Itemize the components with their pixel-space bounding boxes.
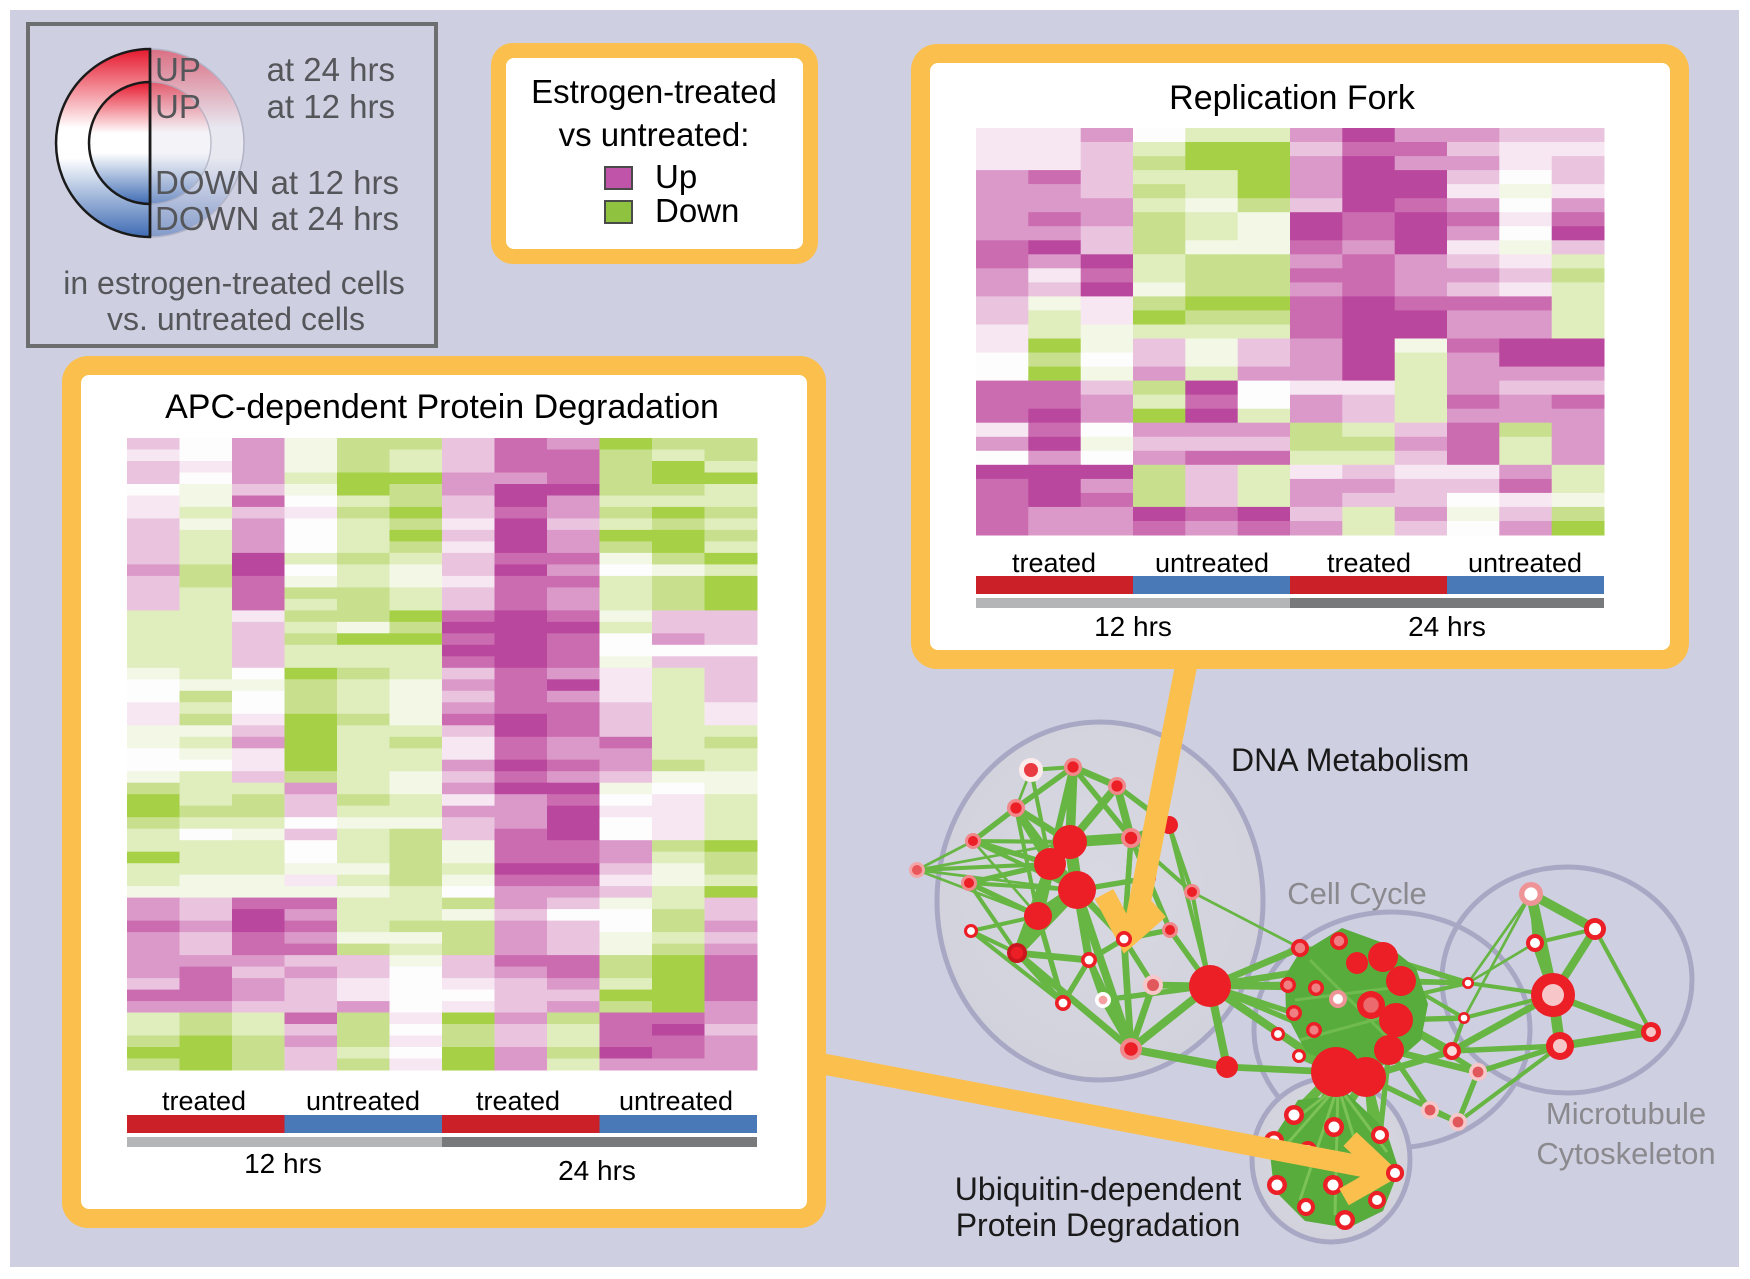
svg-text:Microtubule: Microtubule xyxy=(1546,1096,1706,1131)
svg-text:in estrogen-treated cells: in estrogen-treated cells xyxy=(63,265,405,301)
svg-text:Cell Cycle: Cell Cycle xyxy=(1287,876,1427,911)
svg-text:Protein Degradation: Protein Degradation xyxy=(956,1207,1241,1243)
svg-text:Ubiquitin-dependent: Ubiquitin-dependent xyxy=(955,1171,1242,1207)
svg-text:Replication Fork: Replication Fork xyxy=(1169,79,1416,117)
svg-text:at 24 hrs: at 24 hrs xyxy=(271,200,399,237)
svg-text:untreated: untreated xyxy=(1468,548,1582,578)
svg-text:24 hrs: 24 hrs xyxy=(1408,611,1486,642)
svg-text:Cytoskeleton: Cytoskeleton xyxy=(1536,1136,1715,1171)
svg-text:UP: UP xyxy=(155,88,201,125)
svg-text:24 hrs: 24 hrs xyxy=(558,1155,636,1186)
svg-text:untreated: untreated xyxy=(306,1086,420,1116)
svg-text:treated: treated xyxy=(476,1086,560,1116)
svg-text:treated: treated xyxy=(162,1086,246,1116)
svg-text:Down: Down xyxy=(655,192,739,229)
svg-text:untreated: untreated xyxy=(1155,548,1269,578)
svg-text:DOWN: DOWN xyxy=(155,200,259,237)
svg-text:DNA Metabolism: DNA Metabolism xyxy=(1231,742,1469,778)
svg-text:vs untreated:: vs untreated: xyxy=(559,116,750,153)
svg-text:Up: Up xyxy=(655,158,697,195)
svg-text:APC-dependent Protein Degradat: APC-dependent Protein Degradation xyxy=(165,388,719,426)
svg-text:DOWN: DOWN xyxy=(155,164,259,201)
svg-text:treated: treated xyxy=(1012,548,1096,578)
svg-text:treated: treated xyxy=(1327,548,1411,578)
svg-text:untreated: untreated xyxy=(619,1086,733,1116)
svg-text:at 12 hrs: at 12 hrs xyxy=(271,164,399,201)
svg-text:Estrogen-treated: Estrogen-treated xyxy=(531,73,777,110)
svg-text:vs. untreated cells: vs. untreated cells xyxy=(107,301,365,337)
svg-text:12 hrs: 12 hrs xyxy=(244,1148,322,1179)
svg-text:at 24 hrs: at 24 hrs xyxy=(267,51,395,88)
svg-text:UP: UP xyxy=(155,51,201,88)
svg-text:12 hrs: 12 hrs xyxy=(1094,611,1172,642)
svg-text:at 12 hrs: at 12 hrs xyxy=(267,88,395,125)
